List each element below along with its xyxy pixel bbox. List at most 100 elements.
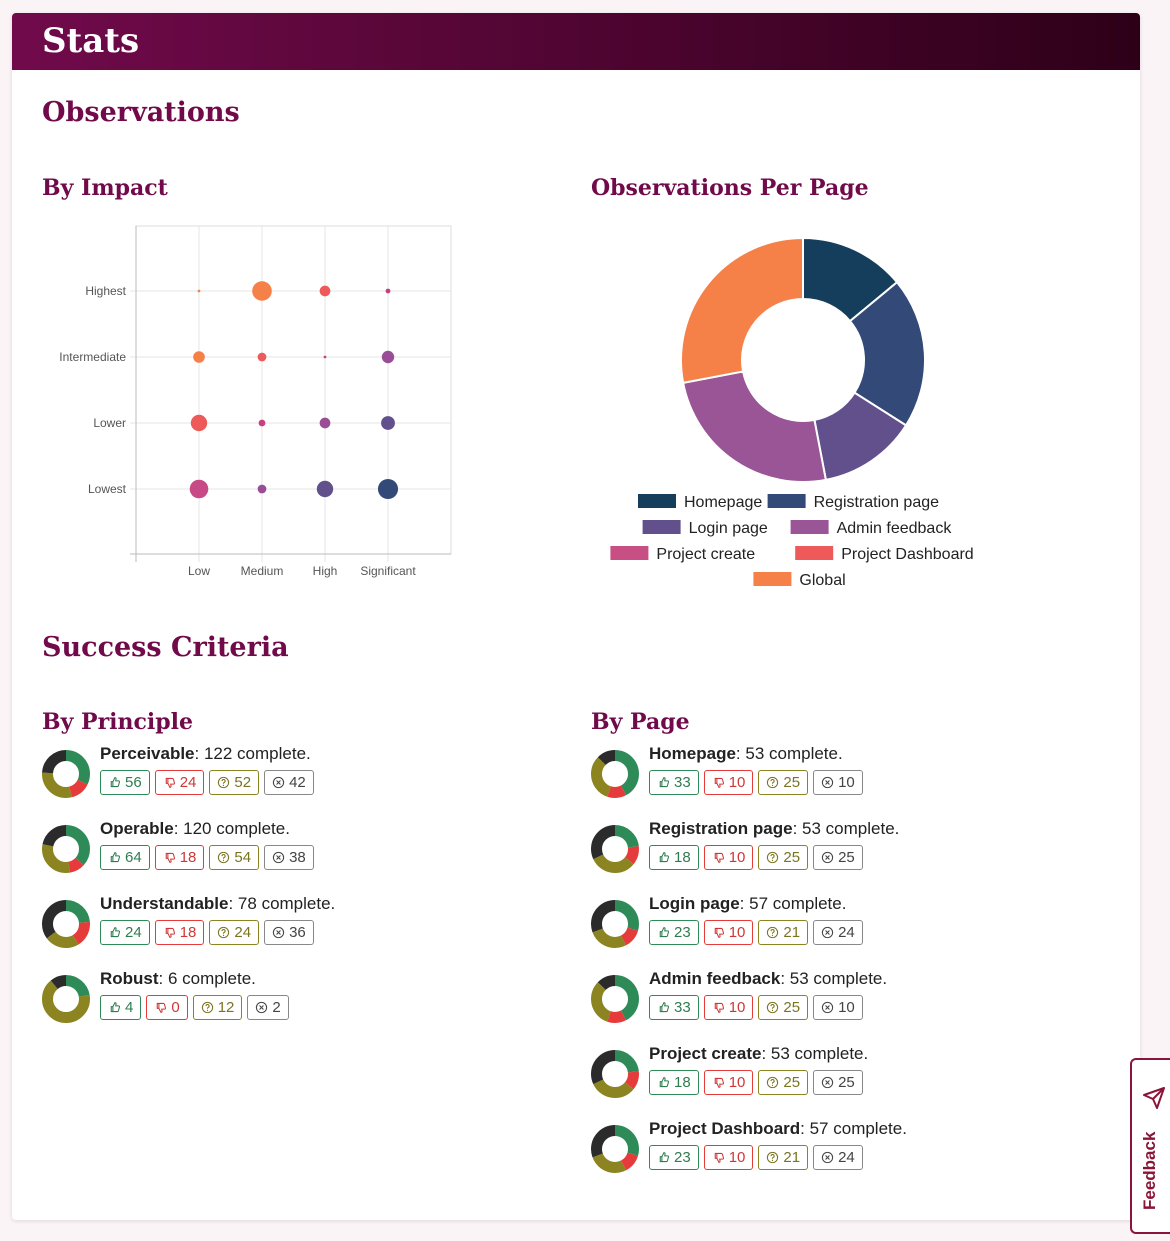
- legend-label[interactable]: Registration page: [814, 494, 940, 511]
- question-circle-icon: [767, 851, 779, 864]
- bubble-point[interactable]: [193, 351, 205, 363]
- review-count-badge[interactable]: 54: [209, 845, 260, 870]
- fail-segment: [42, 900, 90, 948]
- bubble-point[interactable]: [258, 419, 266, 427]
- bubble-point[interactable]: [323, 355, 327, 359]
- na-count-badge[interactable]: 24: [813, 1145, 863, 1170]
- pie-slice[interactable]: [680, 236, 804, 385]
- bubble-point[interactable]: [319, 285, 331, 297]
- bubble-point[interactable]: [190, 414, 208, 432]
- fail-count-badge[interactable]: 18: [154, 845, 205, 870]
- fail-count-badge[interactable]: 10: [703, 1145, 754, 1170]
- review-segment: [42, 975, 90, 1023]
- feedback-tab[interactable]: Feedback: [1130, 1058, 1170, 1234]
- fail-count-badge[interactable]: 10: [703, 995, 754, 1020]
- y-tick-label: Lower: [93, 416, 126, 430]
- review-count-badge[interactable]: 24: [209, 920, 260, 945]
- legend-swatch: [795, 546, 834, 560]
- fail-count-badge[interactable]: 10: [703, 845, 754, 870]
- na-count-badge[interactable]: 42: [264, 770, 314, 795]
- legend-label[interactable]: Global: [799, 572, 845, 588]
- fail-count-badge[interactable]: 18: [154, 920, 205, 945]
- review-count-badge[interactable]: 12: [192, 995, 243, 1020]
- na-count-badge[interactable]: 38: [264, 845, 314, 870]
- pass-count-badge[interactable]: 64: [100, 845, 150, 870]
- pass-count-badge[interactable]: 33: [649, 770, 699, 795]
- question-circle-icon: [767, 1001, 779, 1014]
- na-count-badge[interactable]: 10: [813, 770, 863, 795]
- thumbs-up-icon: [659, 777, 670, 788]
- bubble-point[interactable]: [257, 484, 267, 494]
- criteria-complete-count: : 53 complete.: [780, 969, 888, 988]
- pass-count-badge[interactable]: 24: [100, 920, 150, 945]
- legend-label[interactable]: Login page: [689, 520, 768, 537]
- na-count-badge[interactable]: 25: [813, 845, 863, 870]
- status-badges: 18 10 25 25: [649, 1070, 863, 1095]
- thumbs-down-icon: [714, 852, 724, 863]
- pass-count-badge[interactable]: 18: [649, 845, 699, 870]
- bubble-point[interactable]: [385, 288, 391, 294]
- pass-count-badge[interactable]: 23: [649, 1145, 699, 1170]
- fail-count: 10: [728, 924, 746, 941]
- legend-label[interactable]: Project create: [656, 546, 755, 563]
- x-circle-icon: [821, 776, 834, 789]
- review-count: 25: [783, 849, 801, 866]
- review-count-badge[interactable]: 25: [758, 995, 809, 1020]
- na-count-badge[interactable]: 10: [813, 995, 863, 1020]
- criteria-label: Operable: 120 complete.: [100, 819, 290, 839]
- thumbs-down-icon: [714, 1002, 724, 1013]
- fail-segment: [591, 975, 639, 1023]
- legend-label[interactable]: Project Dashboard: [841, 546, 974, 563]
- review-count-badge[interactable]: 25: [758, 1070, 809, 1095]
- bubble-point[interactable]: [377, 478, 399, 500]
- x-circle-icon: [821, 926, 834, 939]
- x-tick-label: Low: [188, 564, 210, 578]
- bubble-point[interactable]: [381, 350, 395, 364]
- na-count-badge[interactable]: 36: [264, 920, 314, 945]
- fail-count-badge[interactable]: 24: [154, 770, 205, 795]
- na-segment: [591, 825, 639, 873]
- review-segment: [591, 975, 639, 1023]
- fail-count-badge[interactable]: 10: [703, 1070, 754, 1095]
- pass-count-badge[interactable]: 18: [649, 1070, 699, 1095]
- x-circle-icon: [272, 851, 285, 864]
- x-circle-icon: [272, 926, 285, 939]
- bubble-point[interactable]: [257, 352, 267, 362]
- legend-label[interactable]: Admin feedback: [837, 520, 953, 537]
- thumbs-down-icon: [714, 1077, 724, 1088]
- na-count-badge[interactable]: 2: [247, 995, 289, 1020]
- bubble-point[interactable]: [316, 480, 334, 498]
- bubble-point[interactable]: [189, 479, 209, 499]
- review-count-badge[interactable]: 25: [758, 845, 809, 870]
- bubble-point[interactable]: [381, 416, 395, 430]
- review-count-badge[interactable]: 25: [758, 770, 809, 795]
- fail-count-badge[interactable]: 0: [146, 995, 188, 1020]
- criteria-item: Login page: 57 complete. 23 10 21 24: [591, 894, 1071, 954]
- pie-slice[interactable]: [848, 280, 926, 427]
- bubble-point[interactable]: [319, 417, 331, 429]
- review-count-badge[interactable]: 52: [209, 770, 260, 795]
- na-segment: [42, 825, 90, 873]
- thumbs-up-icon: [659, 927, 670, 938]
- pass-count-badge[interactable]: 56: [100, 770, 150, 795]
- fail-count-badge[interactable]: 10: [703, 770, 754, 795]
- review-segment: [42, 825, 90, 873]
- legend-label[interactable]: Homepage: [684, 494, 762, 511]
- review-count-badge[interactable]: 21: [758, 1145, 809, 1170]
- pass-count-badge[interactable]: 23: [649, 920, 699, 945]
- pie-slice[interactable]: [681, 370, 828, 483]
- criteria-label: Project Dashboard: 57 complete.: [649, 1119, 907, 1139]
- review-count-badge[interactable]: 21: [758, 920, 809, 945]
- criteria-name: Robust: [100, 969, 159, 988]
- question-circle-icon: [767, 926, 779, 939]
- bubble-point[interactable]: [252, 281, 272, 301]
- bubble-point[interactable]: [197, 289, 201, 293]
- thumbs-up-icon: [110, 777, 121, 788]
- na-count-badge[interactable]: 24: [813, 920, 863, 945]
- fail-count-badge[interactable]: 10: [703, 920, 754, 945]
- pass-count-badge[interactable]: 33: [649, 995, 699, 1020]
- pass-count-badge[interactable]: 4: [100, 995, 142, 1020]
- na-count-badge[interactable]: 25: [813, 1070, 863, 1095]
- per-page-heading: Observations Per Page: [591, 175, 869, 201]
- na-count: 38: [289, 849, 306, 866]
